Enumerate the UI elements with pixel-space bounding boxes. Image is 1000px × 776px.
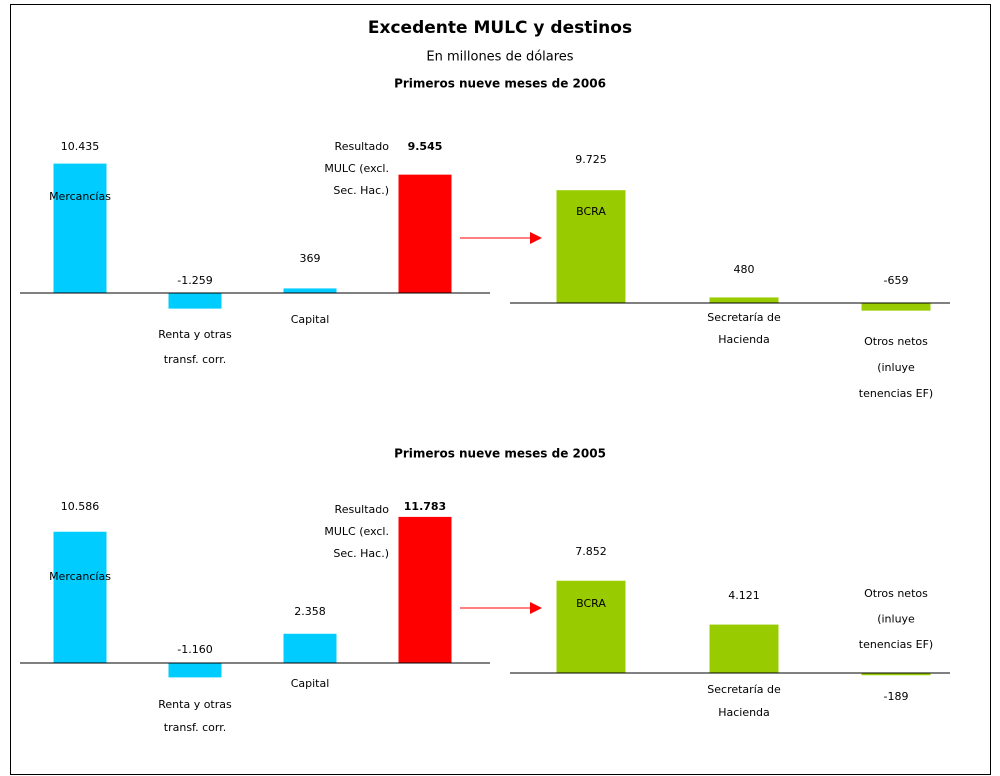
data-label: 9.545 [408, 140, 443, 153]
data-label: -659 [884, 274, 909, 287]
category-label: Mercancías [49, 190, 111, 203]
bar [398, 516, 452, 663]
bar [283, 288, 337, 293]
category-label: Hacienda [718, 706, 770, 719]
chart-subtitle: En millones de dólares [426, 50, 573, 65]
bar [53, 531, 107, 663]
category-label: Hacienda [718, 333, 770, 346]
category-label: Mercancías [49, 570, 111, 583]
chart-title: Excedente MULC y destinos [368, 18, 632, 38]
bar [168, 293, 222, 309]
category-label: transf. corr. [164, 721, 226, 734]
bar [398, 174, 452, 293]
category-label: Renta y otras [158, 328, 232, 341]
bar [556, 580, 626, 673]
bar [168, 663, 222, 678]
category-label: Capital [291, 677, 330, 690]
category-label: Capital [291, 313, 330, 326]
data-label: 369 [300, 252, 321, 265]
category-label: (inluye [877, 613, 915, 626]
data-label: 2.358 [294, 605, 326, 618]
category-label: MULC (excl. [324, 162, 389, 175]
section-title: Primeros nueve meses de 2005 [394, 447, 606, 461]
bar [283, 633, 337, 663]
category-label: Renta y otras [158, 698, 232, 711]
data-label: -1.259 [177, 274, 212, 287]
data-label: 9.725 [575, 153, 607, 166]
category-label: tenencias EF) [859, 387, 933, 400]
frame [10, 4, 991, 775]
section-title: Primeros nueve meses de 2006 [394, 77, 606, 91]
bar [861, 303, 931, 311]
category-label: Sec. Hac.) [333, 547, 389, 560]
category-label: BCRA [576, 597, 606, 610]
category-label: Resultado [335, 503, 390, 516]
category-label: Secretaría de [707, 683, 781, 696]
category-label: (inluye [877, 361, 915, 374]
bar [861, 673, 931, 676]
bar [556, 190, 626, 303]
category-label: Otros netos [864, 587, 928, 600]
category-label: transf. corr. [164, 353, 226, 366]
arrow [460, 232, 542, 244]
data-label: 7.852 [575, 545, 607, 558]
data-label: -1.160 [177, 643, 212, 656]
category-label: Resultado [335, 140, 390, 153]
bar [709, 297, 779, 303]
category-label: tenencias EF) [859, 638, 933, 651]
category-label: Secretaría de [707, 311, 781, 324]
category-label: BCRA [576, 205, 606, 218]
data-label: 4.121 [728, 589, 760, 602]
data-label: -189 [884, 690, 909, 703]
arrow [460, 602, 542, 614]
data-label: 10.586 [61, 500, 100, 513]
category-label: Sec. Hac.) [333, 184, 389, 197]
data-label: 11.783 [404, 500, 446, 513]
data-label: 480 [734, 263, 755, 276]
bar [53, 163, 107, 293]
category-label: MULC (excl. [324, 525, 389, 538]
bar [709, 624, 779, 673]
data-label: 10.435 [61, 140, 100, 153]
category-label: Otros netos [864, 335, 928, 348]
